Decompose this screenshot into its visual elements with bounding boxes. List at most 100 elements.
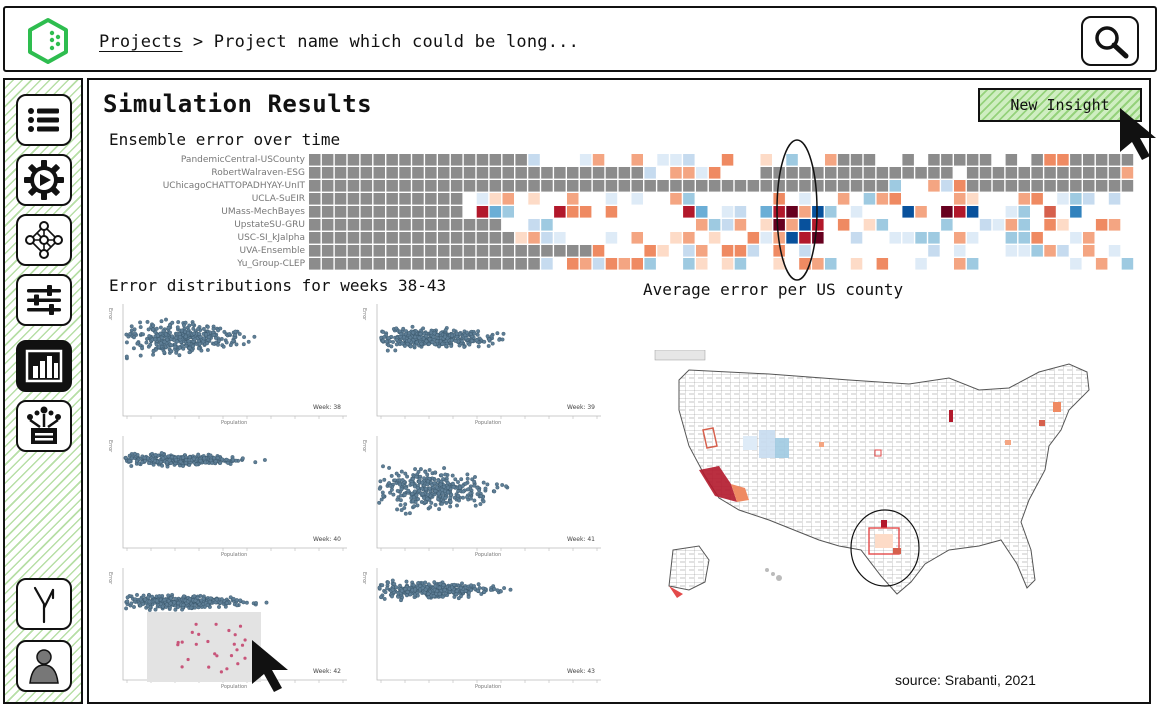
heatmap-cell[interactable] [425,245,437,257]
heatmap-cell[interactable] [992,167,1005,179]
heatmap-cell[interactable] [941,167,953,179]
heatmap-cell[interactable] [554,154,566,166]
heatmap-cell[interactable] [476,258,489,270]
heatmap-cell[interactable] [1018,193,1031,205]
heatmap-cell[interactable] [502,232,515,244]
heatmap-cell[interactable] [541,167,553,179]
heatmap-cell[interactable] [928,219,940,231]
heatmap-cell[interactable] [425,258,437,270]
heatmap-cell[interactable] [463,245,476,257]
heatmap-cell[interactable] [360,206,373,218]
heatmap-cell[interactable] [1121,232,1134,244]
heatmap-cell[interactable] [489,245,502,257]
heatmap-cell[interactable] [837,219,850,231]
heatmap-cell[interactable] [812,167,824,179]
heatmap-cell[interactable] [721,232,734,244]
heatmap-cell[interactable] [567,154,579,166]
heatmap-cell[interactable] [309,245,321,257]
heatmap-cell[interactable] [618,180,631,192]
heatmap-cell[interactable] [592,206,605,218]
heatmap-cell[interactable] [502,193,515,205]
heatmap-cell[interactable] [528,219,540,231]
heatmap-cell[interactable] [1005,180,1018,192]
scatter-plot-week[interactable]: Week: 42 Population Error [103,564,349,694]
heatmap-cell[interactable] [1070,167,1082,179]
heatmap-cell[interactable] [683,193,695,205]
heatmap-cell[interactable] [412,245,424,257]
heatmap-cell[interactable] [876,219,889,231]
heatmap-cell[interactable] [1083,232,1095,244]
heatmap-cell[interactable] [941,258,953,270]
heatmap-cell[interactable] [863,167,876,179]
heatmap-cell[interactable] [825,167,837,179]
heatmap-cell[interactable] [876,206,889,218]
heatmap-cell[interactable] [1121,154,1134,166]
heatmap-cell[interactable] [1031,193,1043,205]
heatmap-cell[interactable] [425,167,437,179]
heatmap-cell[interactable] [1031,258,1043,270]
heatmap-cell[interactable] [1044,180,1056,192]
heatmap-cell[interactable] [334,180,347,192]
heatmap-cell[interactable] [489,167,502,179]
heatmap-cell[interactable] [760,154,773,166]
heatmap-cell[interactable] [309,206,321,218]
heatmap-cell[interactable] [502,219,515,231]
heatmap-cell[interactable] [631,206,644,218]
heatmap-cell[interactable] [683,206,695,218]
heatmap-cell[interactable] [1044,167,1056,179]
heatmap-cell[interactable] [657,154,669,166]
sidebar-item-branch[interactable] [16,578,72,630]
heatmap-cell[interactable] [412,180,424,192]
heatmap-cell[interactable] [528,180,540,192]
heatmap-cell[interactable] [567,232,579,244]
heatmap-cell[interactable] [541,193,553,205]
heatmap-cell[interactable] [708,232,721,244]
heatmap-cell[interactable] [321,154,334,166]
heatmap-cell[interactable] [476,206,489,218]
heatmap-cell[interactable] [721,193,734,205]
heatmap-cell[interactable] [1018,206,1031,218]
heatmap-cell[interactable] [941,180,953,192]
sidebar-item-settings[interactable] [16,274,72,326]
heatmap-cell[interactable] [450,180,463,192]
heatmap-cell[interactable] [489,232,502,244]
heatmap-cell[interactable] [708,167,721,179]
heatmap-cell[interactable] [863,245,876,257]
heatmap-cell[interactable] [399,167,411,179]
heatmap-cell[interactable] [979,167,992,179]
heatmap-cell[interactable] [889,219,902,231]
heatmap-cell[interactable] [631,245,644,257]
heatmap-cell[interactable] [657,167,669,179]
heatmap-cell[interactable] [438,219,450,231]
heatmap-cell[interactable] [605,219,618,231]
heatmap-cell[interactable] [1121,258,1134,270]
heatmap-cell[interactable] [760,206,773,218]
heatmap-cell[interactable] [399,180,411,192]
heatmap-cell[interactable] [966,193,979,205]
heatmap-cell[interactable] [863,180,876,192]
heatmap-cell[interactable] [592,180,605,192]
heatmap-cell[interactable] [605,232,618,244]
heatmap-cell[interactable] [786,167,798,179]
heatmap-cell[interactable] [915,232,927,244]
heatmap-cell[interactable] [876,180,889,192]
heatmap-cell[interactable] [786,206,798,218]
heatmap-cell[interactable] [734,232,747,244]
heatmap-cell[interactable] [1095,258,1108,270]
heatmap-cell[interactable] [1083,167,1095,179]
heatmap-cell[interactable] [373,167,386,179]
heatmap-cell[interactable] [502,167,515,179]
heatmap-cell[interactable] [1121,180,1134,192]
heatmap-cell[interactable] [1108,206,1121,218]
heatmap-cell[interactable] [321,193,334,205]
heatmap-cell[interactable] [708,154,721,166]
heatmap-cell[interactable] [631,180,644,192]
heatmap-cell[interactable] [1005,206,1018,218]
heatmap-cell[interactable] [734,154,747,166]
heatmap-cell[interactable] [386,232,398,244]
heatmap-cell[interactable] [721,180,734,192]
heatmap-cell[interactable] [528,154,540,166]
heatmap-cell[interactable] [941,154,953,166]
heatmap-cell[interactable] [347,154,360,166]
heatmap-cell[interactable] [579,258,592,270]
